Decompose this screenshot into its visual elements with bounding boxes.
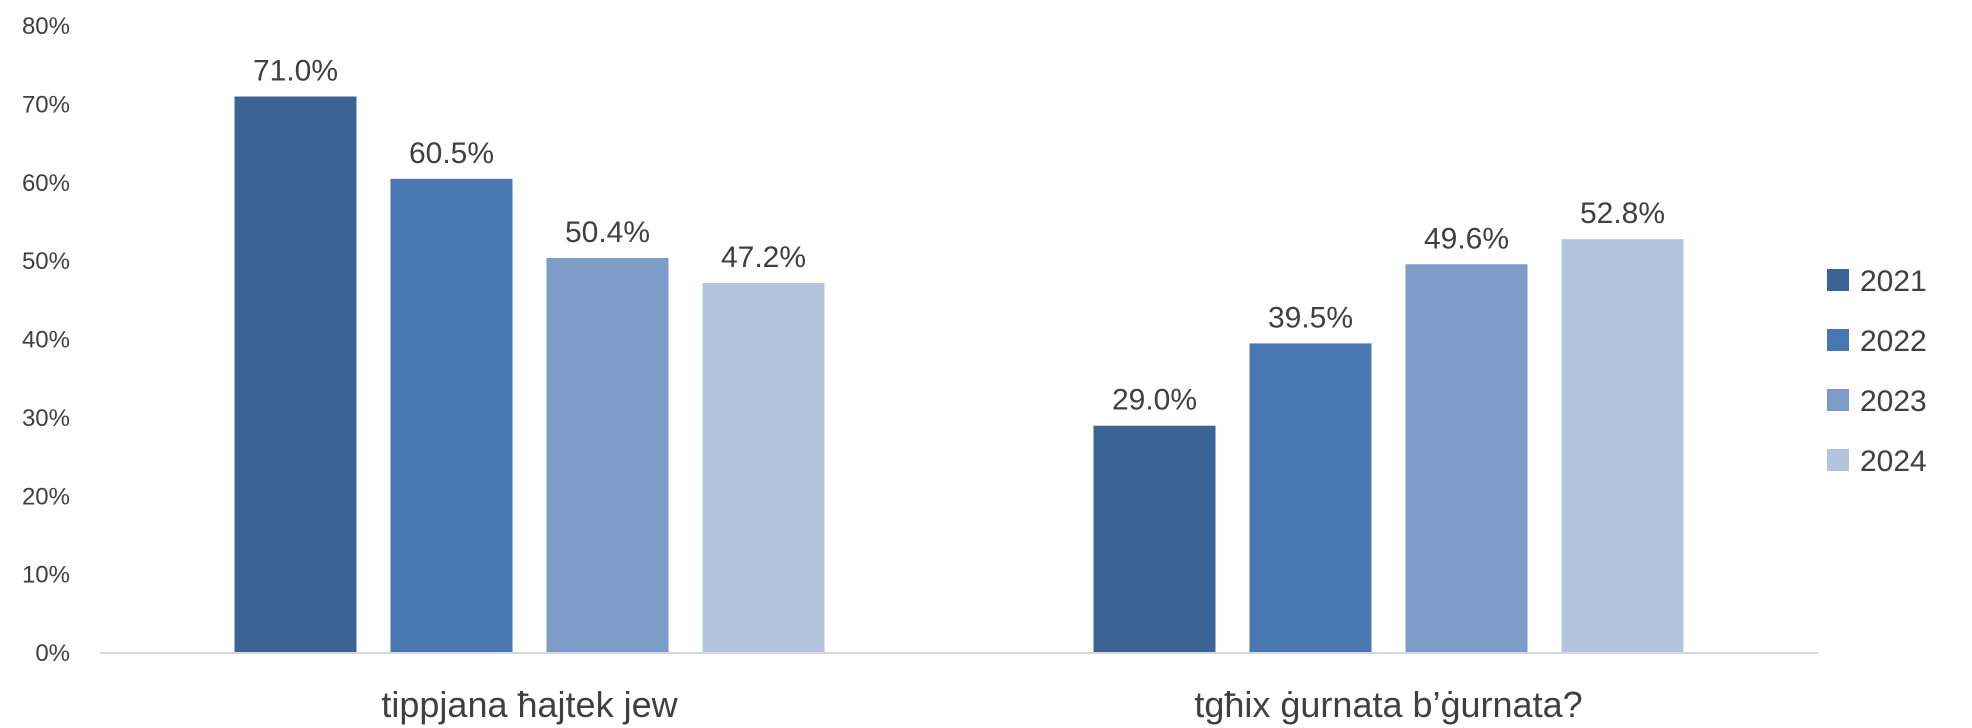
legend: 2021 2022 2023 2024 <box>1827 265 1927 478</box>
legend-item: 2022 <box>1827 325 1927 358</box>
y-tick-label: 60% <box>22 170 70 197</box>
bar <box>1249 343 1372 653</box>
bar <box>390 178 513 654</box>
bar <box>702 283 825 653</box>
bar <box>234 96 357 654</box>
legend-swatch <box>1827 269 1849 291</box>
data-label: 49.6% <box>1424 222 1509 255</box>
category-label: tgħix ġurnata b’ġurnata? <box>1194 684 1582 725</box>
legend-label: 2021 <box>1860 265 1927 298</box>
y-tick-label: 70% <box>22 91 70 118</box>
y-tick-label: 40% <box>22 327 70 354</box>
y-tick-label: 80% <box>22 13 70 40</box>
y-axis: 0% 10% 20% 30% 40% 50% 60% 70% 80% <box>22 13 70 667</box>
legend-swatch <box>1827 449 1849 471</box>
data-label: 71.0% <box>253 55 338 88</box>
category-label: tippjana ħajtek jew <box>381 684 678 725</box>
y-tick-label: 0% <box>35 640 70 667</box>
bar <box>1561 239 1684 653</box>
x-axis: tippjana ħajtek jew tgħix ġurnata b’ġurna… <box>100 652 1818 725</box>
legend-item: 2024 <box>1827 445 1927 478</box>
bar <box>546 257 669 653</box>
y-tick-label: 10% <box>22 562 70 589</box>
legend-label: 2022 <box>1860 325 1927 358</box>
bar <box>1405 264 1528 653</box>
legend-label: 2023 <box>1860 385 1927 418</box>
bar <box>1093 425 1216 653</box>
data-label: 60.5% <box>409 137 494 170</box>
data-label: 47.2% <box>721 241 806 274</box>
legend-swatch <box>1827 389 1849 411</box>
data-label: 29.0% <box>1112 384 1197 417</box>
data-label: 52.8% <box>1580 197 1665 230</box>
data-label: 39.5% <box>1268 301 1353 334</box>
plot-area: 71.0% 60.5% 50.4% 47.2% 29.0% 39.5% 49.6% 52.8% <box>234 55 1684 654</box>
legend-item: 2021 <box>1827 265 1927 298</box>
y-tick-label: 50% <box>22 248 70 275</box>
data-label: 50.4% <box>565 216 650 249</box>
legend-label: 2024 <box>1860 445 1927 478</box>
legend-item: 2023 <box>1827 385 1927 418</box>
y-tick-label: 20% <box>22 483 70 510</box>
y-tick-label: 30% <box>22 405 70 432</box>
legend-swatch <box>1827 329 1849 351</box>
